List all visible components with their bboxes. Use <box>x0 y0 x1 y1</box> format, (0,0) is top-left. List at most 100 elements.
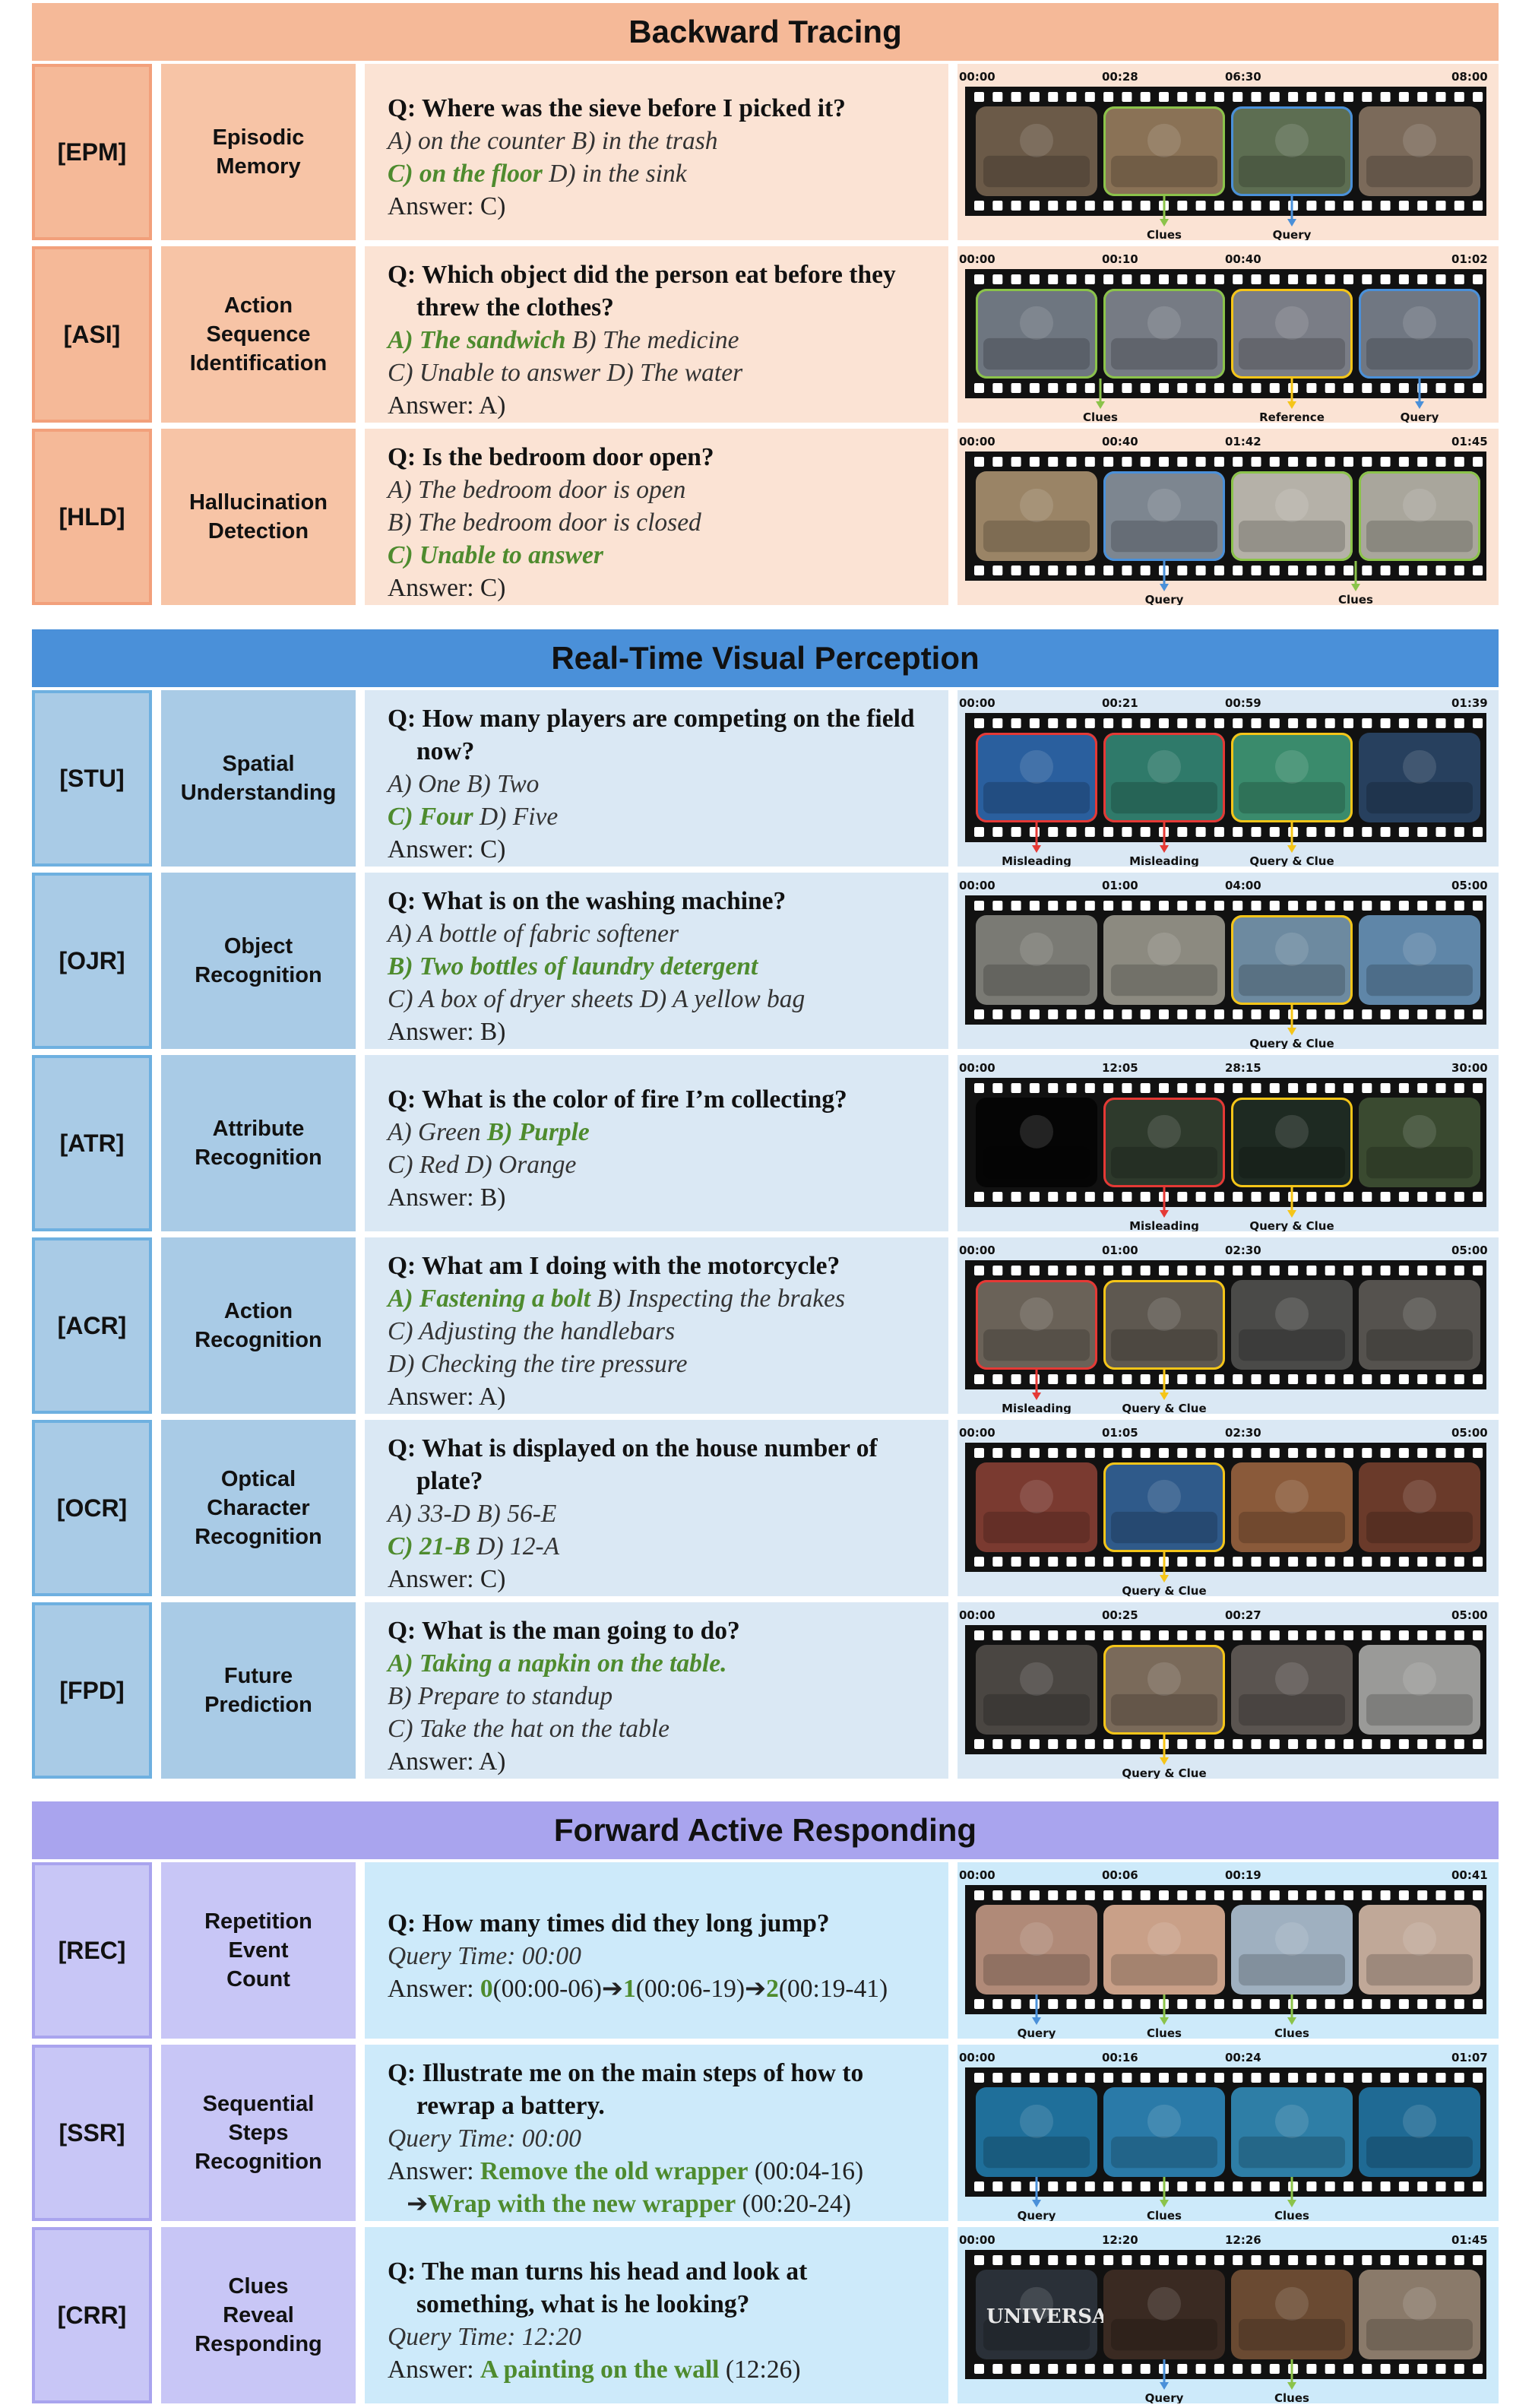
text-segment: D) 12-A <box>470 1532 560 1560</box>
sprocket-hole <box>1214 383 1224 393</box>
sprocket-hole <box>1122 1374 1132 1384</box>
option-line: D) Checking the tire pressure <box>388 1348 932 1380</box>
sprocket-hole <box>1084 92 1095 102</box>
task-name: Object Recognition <box>161 873 356 1049</box>
sprocket-hole <box>1454 718 1464 728</box>
sprocket-hole <box>992 2073 1003 2083</box>
sprocket-hole <box>1084 827 1095 837</box>
sprocket-hole <box>1066 457 1077 467</box>
sprocket-hole <box>1344 274 1353 284</box>
sprocket-hole <box>1084 718 1095 728</box>
option-line: A) Green B) Purple <box>388 1116 932 1149</box>
marker-label: Query <box>1401 410 1439 423</box>
timestamp: 00:27 <box>1225 1608 1261 1622</box>
sprocket-hole <box>1177 1374 1188 1384</box>
video-frame <box>1231 1905 1353 1995</box>
video-frame <box>1103 1645 1225 1735</box>
sprocket-hole <box>1362 457 1372 467</box>
qa-panel: Q: Is the bedroom door open? A) The bedro… <box>365 429 948 605</box>
sprocket-hole <box>1344 827 1353 837</box>
sprocket-hole <box>1159 718 1169 728</box>
sprocket-hole <box>1214 201 1224 211</box>
task-name: Hallucination Detection <box>161 429 356 605</box>
query-time: Query Time: 12:20 <box>388 2323 581 2351</box>
sprocket-hole <box>1288 718 1299 728</box>
sprocket-hole <box>1344 1890 1353 1900</box>
sprocket-hole <box>1306 718 1317 728</box>
sprocket-hole <box>1122 201 1132 211</box>
text-segment: C) Adjusting the handlebars <box>388 1316 676 1345</box>
sprocket-hole <box>1325 274 1335 284</box>
sprocket-hole <box>974 1266 984 1275</box>
timestamp: 00:25 <box>1102 1608 1138 1622</box>
sprocket-hole <box>1380 274 1391 284</box>
video-frame <box>976 1905 1097 1995</box>
video-frame <box>1359 1905 1480 1995</box>
sprocket-hole <box>1011 1999 1021 2009</box>
task-row-hld: [HLD] Hallucination Detection Q: Is the be… <box>32 429 1499 605</box>
sprocket-hole <box>1325 201 1335 211</box>
sprocket-hole <box>1251 92 1261 102</box>
marker-label: Clues <box>1147 2026 1182 2039</box>
video-frame <box>1231 2270 1353 2359</box>
marker-label: Query <box>1018 2026 1056 2039</box>
sprocket-hole <box>1122 1890 1132 1900</box>
sprocket-hole <box>1454 457 1464 467</box>
sprocket-hole <box>1195 1890 1206 1900</box>
video-timeline: 00:00 00:16 00:24 01:07 Query Clues Clues <box>958 2045 1499 2221</box>
question: Q: What is the color of fire I’m collect… <box>388 1085 847 1114</box>
marker-query: Query <box>1018 1995 1056 2039</box>
sprocket-hole <box>1380 1890 1391 1900</box>
video-frame <box>1231 733 1353 822</box>
sprocket-hole <box>1195 1083 1206 1093</box>
task-row-stu: [STU] Spatial Understanding Q: How many pl… <box>32 690 1499 867</box>
sprocket-hole <box>1344 1739 1353 1749</box>
task-name: Action Sequence Identification <box>161 246 356 423</box>
option-line: C) A box of dryer sheets D) A yellow bag <box>388 983 932 1015</box>
video-frame <box>1359 2087 1480 2177</box>
timestamp: 02:30 <box>1225 1426 1261 1440</box>
timestamp: 00:21 <box>1102 696 1138 710</box>
sprocket-hole <box>1103 1739 1114 1749</box>
task-code: [OCR] <box>32 1420 152 1596</box>
sprocket-hole <box>974 566 984 575</box>
video-frame <box>976 2087 1097 2177</box>
section-title: Real-Time Visual Perception <box>551 640 980 676</box>
sprocket-hole <box>1195 1999 1206 2009</box>
sprocket-hole <box>1306 1557 1317 1567</box>
sprocket-hole <box>1473 2364 1483 2374</box>
sprocket-hole <box>1066 1083 1077 1093</box>
qa-panel: Q: What is displayed on the house number… <box>365 1420 948 1596</box>
sprocket-hole <box>1177 1630 1188 1640</box>
sprocket-hole <box>1344 1448 1353 1458</box>
marker-misleading: Misleading <box>1129 822 1199 867</box>
timestamp: 00:00 <box>959 2051 995 2064</box>
query-time: Query Time: 00:00 <box>388 1941 581 1970</box>
question: Q: What is displayed on the house number… <box>388 1434 878 1495</box>
sprocket-hole <box>1122 2364 1132 2374</box>
sprocket-hole <box>1435 2181 1446 2191</box>
task-row-ocr: [OCR] Optical Character Recognition Q: Wha… <box>32 1420 1499 1596</box>
sprocket-hole <box>1306 1083 1317 1093</box>
sprocket-hole <box>1473 827 1483 837</box>
marker-label: Clues <box>1274 2391 1309 2403</box>
marker-reference: Reference <box>1259 379 1325 423</box>
sprocket-hole <box>1325 2181 1335 2191</box>
sprocket-hole <box>974 2181 984 2191</box>
sprocket-hole <box>1269 2181 1280 2191</box>
video-frame <box>1359 1645 1480 1735</box>
task-name: Repetition Event Count <box>161 1862 356 2039</box>
sprocket-hole <box>1362 1192 1372 1202</box>
task-code: [CRR] <box>32 2227 152 2403</box>
sprocket-hole <box>1122 92 1132 102</box>
text-segment: A) A bottle of fabric softener <box>388 919 679 948</box>
sprocket-hole <box>1103 2181 1114 2191</box>
sprocket-hole <box>1344 1009 1353 1019</box>
sprocket-hole <box>992 2255 1003 2265</box>
sprocket-hole <box>1380 1374 1391 1384</box>
sprocket-hole <box>1233 2073 1243 2083</box>
sprocket-hole <box>1140 383 1151 393</box>
sprocket-hole <box>1029 1890 1040 1900</box>
sprocket-hole <box>1398 827 1409 837</box>
sprocket-hole <box>1029 1009 1040 1019</box>
